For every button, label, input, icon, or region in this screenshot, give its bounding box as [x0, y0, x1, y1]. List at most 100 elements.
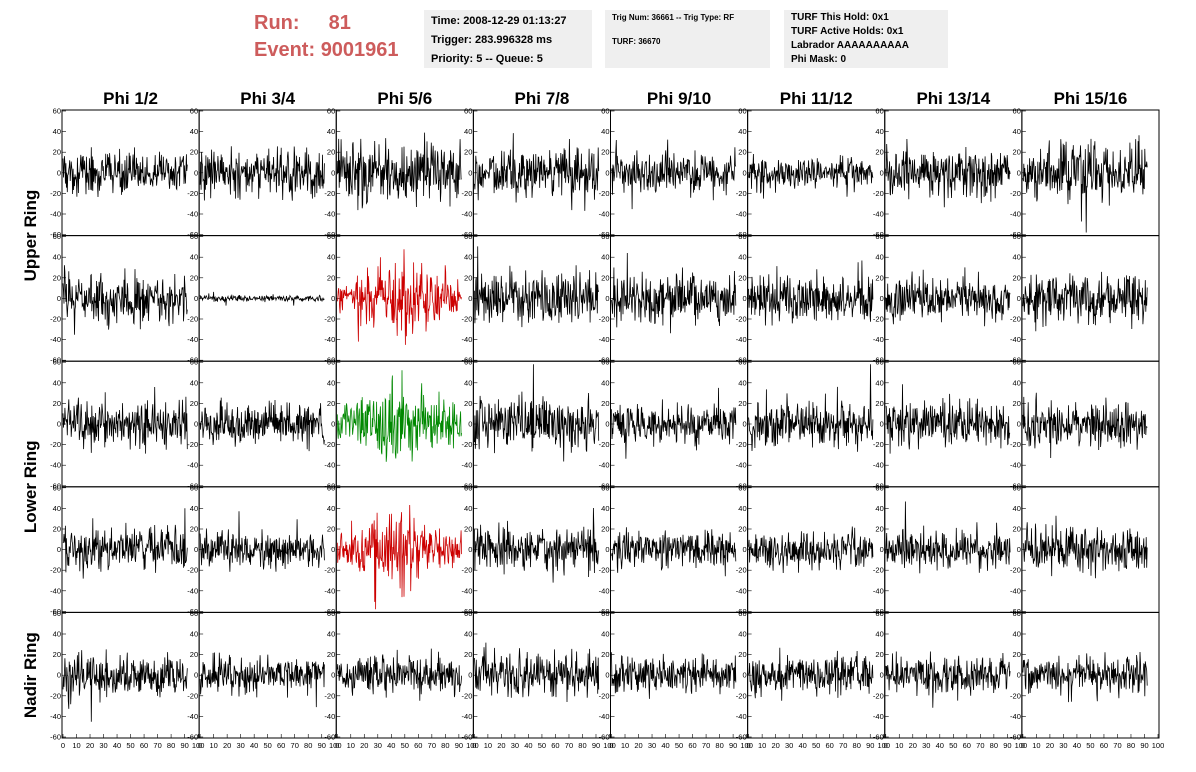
trig-num-info-box: Trig Num: 36661 -- Trig Type: RF TURF: 3… — [605, 10, 770, 68]
y-tick-label: -60 — [324, 230, 335, 239]
y-tick-label: 60 — [601, 232, 609, 241]
x-tick-label: 100 — [1015, 741, 1028, 750]
y-tick-label: 60 — [875, 483, 883, 492]
y-tick-label: -40 — [187, 335, 198, 344]
y-tick-label: 40 — [464, 127, 472, 136]
y-tick-label: -20 — [873, 691, 884, 700]
x-tick-label: 90 — [1003, 741, 1011, 750]
waveform-trace — [474, 246, 600, 328]
x-tick-label: 60 — [826, 741, 834, 750]
waveform-trace — [336, 249, 462, 345]
x-tick-label: 40 — [799, 741, 807, 750]
y-tick-label: 20 — [601, 650, 609, 659]
y-tick-label: 40 — [190, 630, 198, 639]
run-value: 81 — [328, 12, 351, 34]
y-tick-label: -20 — [1010, 691, 1021, 700]
y-tick-label: -20 — [50, 189, 61, 198]
y-tick-label: -20 — [873, 189, 884, 198]
y-tick-label: 0 — [194, 294, 198, 303]
run-row: Run: 81 — [254, 10, 399, 37]
y-tick-label: 20 — [1013, 650, 1021, 659]
x-tick-label: 30 — [648, 741, 656, 750]
x-tick-label: 40 — [387, 741, 395, 750]
y-tick-label: -40 — [599, 712, 610, 721]
waveform-trace — [1022, 135, 1148, 233]
y-tick-label: -20 — [187, 691, 198, 700]
column-header: Phi 1/2 — [103, 89, 158, 108]
y-tick-label: -60 — [1010, 356, 1021, 365]
y-tick-label: -60 — [462, 481, 473, 490]
column-header: Phi 7/8 — [515, 89, 570, 108]
y-tick-label: -40 — [187, 586, 198, 595]
x-tick-label: 30 — [922, 741, 930, 750]
y-tick-label: 0 — [742, 671, 746, 680]
waveform-trace — [611, 652, 737, 699]
y-tick-label: 40 — [327, 630, 335, 639]
x-tick-label: 50 — [949, 741, 957, 750]
y-tick-label: -20 — [462, 691, 473, 700]
panel-frame — [61, 235, 200, 362]
y-tick-label: -60 — [50, 607, 61, 616]
y-tick-label: 0 — [331, 294, 335, 303]
y-tick-label: 0 — [742, 168, 746, 177]
y-tick-label: 20 — [875, 650, 883, 659]
y-tick-label: 0 — [194, 420, 198, 429]
turf-hold-info-box: TURF This Hold: 0x1 TURF Active Holds: 0… — [784, 10, 948, 68]
y-tick-label: 0 — [1017, 294, 1021, 303]
y-tick-label: 40 — [190, 127, 198, 136]
x-tick-label: 30 — [374, 741, 382, 750]
y-tick-label: -60 — [873, 356, 884, 365]
waveform-trace — [62, 649, 188, 722]
x-tick-label: 10 — [209, 741, 217, 750]
y-tick-label: 20 — [738, 399, 746, 408]
y-tick-label: 20 — [190, 273, 198, 282]
x-tick-label: 20 — [1046, 741, 1054, 750]
waveform-trace — [474, 364, 600, 462]
turf-this-hold-line: TURF This Hold: 0x1 — [791, 12, 889, 23]
waveform-trace — [474, 133, 600, 211]
y-tick-label: -60 — [187, 607, 198, 616]
y-tick-label: 40 — [327, 253, 335, 262]
y-tick-label: -60 — [873, 607, 884, 616]
event-value: 9001961 — [320, 39, 399, 61]
x-tick-label: 80 — [990, 741, 998, 750]
y-tick-label: -20 — [736, 315, 747, 324]
y-tick-label: -40 — [187, 461, 198, 470]
y-tick-label: 0 — [880, 420, 884, 429]
y-tick-label: 40 — [738, 378, 746, 387]
x-tick-label: 0 — [747, 741, 751, 750]
y-tick-label: -20 — [50, 566, 61, 575]
x-tick-label: 90 — [729, 741, 737, 750]
y-tick-label: 40 — [601, 127, 609, 136]
y-tick-label: -40 — [599, 335, 610, 344]
y-tick-label: -40 — [599, 210, 610, 219]
x-tick-label: 0 — [472, 741, 476, 750]
row-group-label: Upper Ring — [21, 190, 40, 282]
y-tick-label: -20 — [187, 315, 198, 324]
y-tick-label: 60 — [1013, 107, 1021, 116]
y-tick-label: 40 — [601, 253, 609, 262]
y-tick-label: 0 — [1017, 168, 1021, 177]
y-tick-label: -60 — [599, 481, 610, 490]
y-tick-label: -20 — [599, 691, 610, 700]
y-tick-label: 40 — [875, 253, 883, 262]
y-tick-label: 0 — [331, 545, 335, 554]
x-tick-label: 10 — [758, 741, 766, 750]
y-tick-label: 40 — [1013, 378, 1021, 387]
y-tick-label: 60 — [601, 609, 609, 618]
y-tick-label: 20 — [738, 148, 746, 157]
x-tick-label: 90 — [455, 741, 463, 750]
priority-line: Priority: 5 -- Queue: 5 — [431, 53, 543, 65]
y-tick-label: 20 — [738, 650, 746, 659]
y-tick-label: -20 — [736, 189, 747, 198]
x-tick-label: 50 — [264, 741, 272, 750]
y-tick-label: 20 — [601, 399, 609, 408]
y-tick-label: -60 — [324, 356, 335, 365]
x-tick-label: 100 — [603, 741, 616, 750]
y-tick-label: -20 — [873, 566, 884, 575]
y-tick-label: 60 — [53, 483, 61, 492]
row-group-label: Nadir Ring — [21, 632, 40, 718]
y-tick-label: -20 — [873, 440, 884, 449]
y-tick-label: 60 — [327, 483, 335, 492]
y-tick-label: 60 — [464, 609, 472, 618]
